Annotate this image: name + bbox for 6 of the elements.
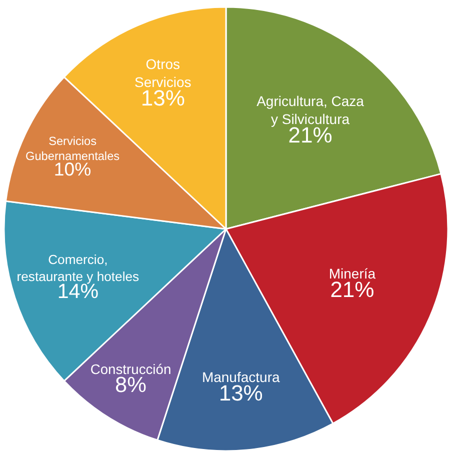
slice-label: Construcción (90, 361, 172, 378)
slice-label: Otros Servicios (134, 56, 192, 90)
slice-label: Minería (328, 266, 376, 282)
slice-label: Agricultura, Caza y Silvicultura (256, 93, 364, 128)
slice-label: Servicios Gubernamentales (26, 134, 120, 164)
slice-label: Manufactura (202, 369, 280, 386)
